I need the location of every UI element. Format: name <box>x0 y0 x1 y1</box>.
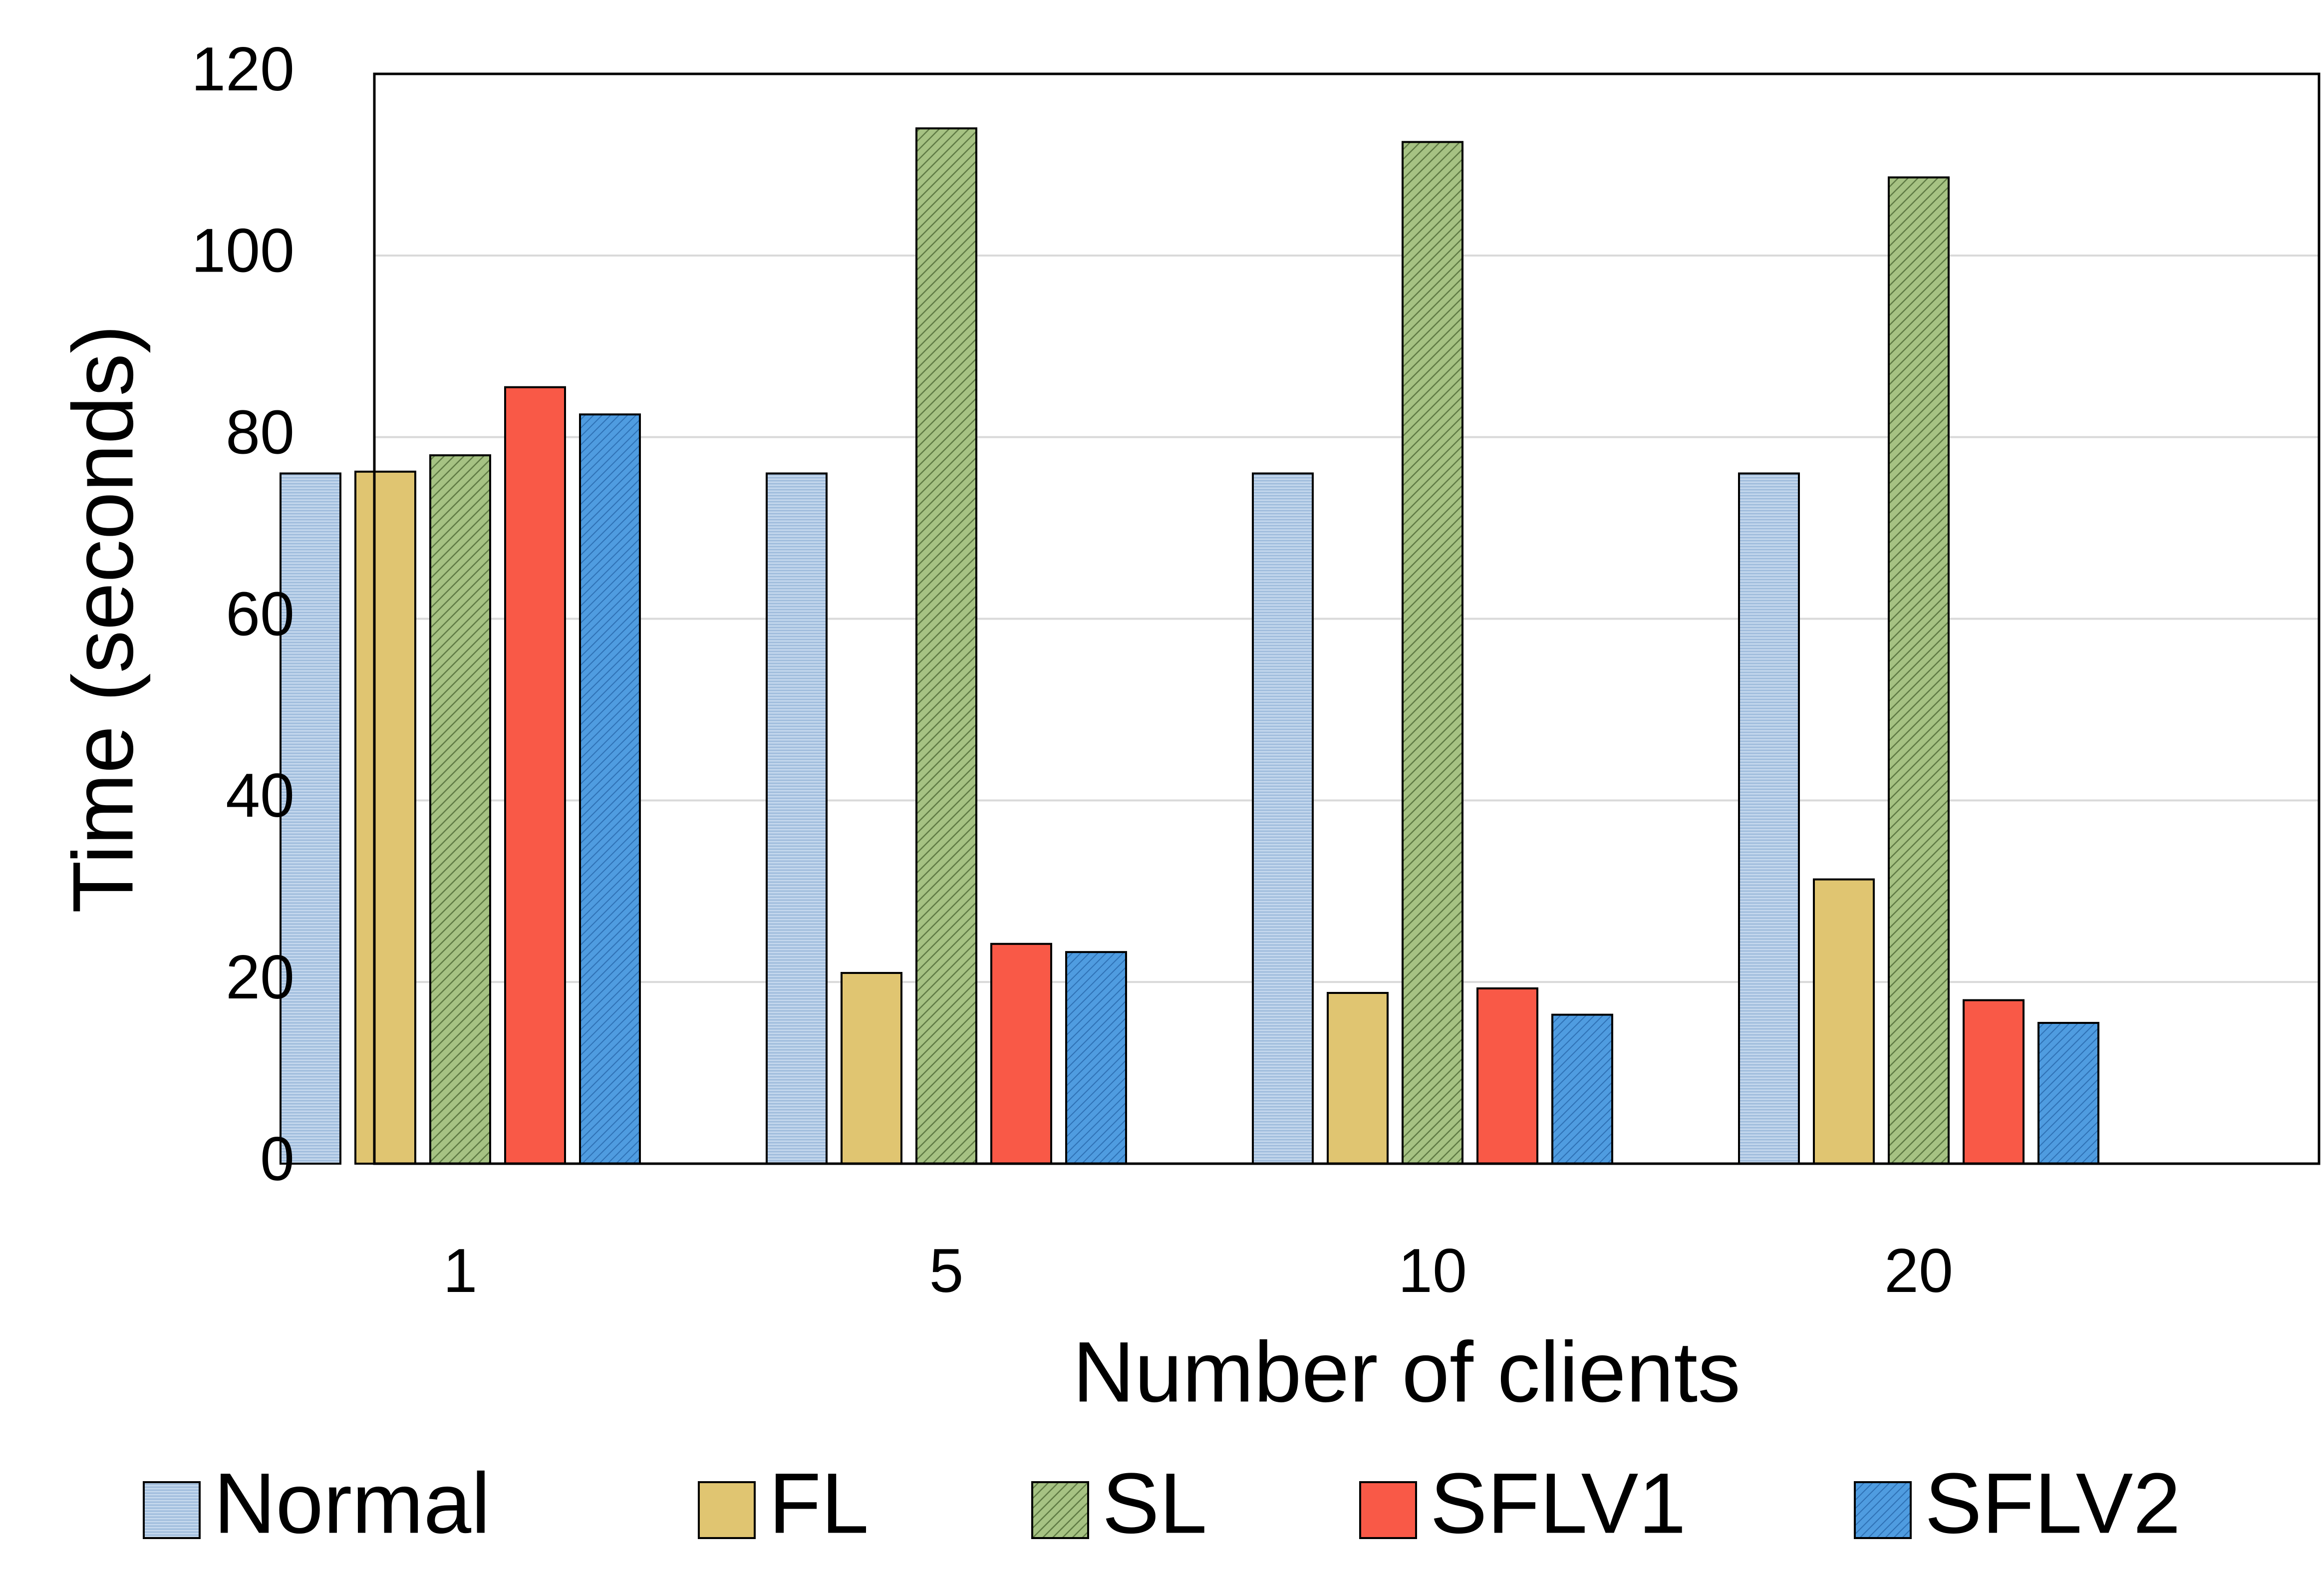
legend-swatch <box>1854 1481 1912 1539</box>
y-tick-label: 120 <box>191 35 294 104</box>
legend-swatch <box>143 1481 201 1539</box>
legend-item-normal: Normal <box>143 1455 490 1551</box>
bar-fl-1 <box>354 470 416 1165</box>
bars <box>280 127 2099 1165</box>
x-tick-label: 20 <box>1884 1237 1953 1305</box>
legend-item-sflv2: SFLV2 <box>1854 1455 2181 1551</box>
x-axis-tick-labels: 1 5 10 20 <box>443 1237 1953 1305</box>
legend: Normal FL SL SFLV1 SFLV2 <box>143 1455 2181 1551</box>
bar-sflv1-1 <box>504 386 566 1165</box>
bar-sflv2-1 <box>579 413 641 1165</box>
bar-sl-10 <box>1402 141 1463 1165</box>
legend-item-sflv1: SFLV1 <box>1359 1455 1686 1551</box>
bar-normal-20 <box>1738 472 1800 1165</box>
bar-sl-5 <box>915 127 977 1165</box>
x-axis-title: Number of clients <box>1073 1324 1741 1420</box>
bar-normal-1 <box>280 472 341 1165</box>
y-tick-label: 100 <box>191 217 294 286</box>
legend-label: SFLV2 <box>1925 1455 2181 1551</box>
bar-sl-1 <box>429 454 491 1165</box>
bar-sflv1-5 <box>990 943 1052 1165</box>
legend-swatch <box>1031 1481 1089 1539</box>
legend-label: SL <box>1102 1455 1207 1551</box>
bar-sflv2-10 <box>1551 1013 1613 1165</box>
y-axis-tick-labels: 0 20 40 60 80 100 120 <box>191 35 294 1194</box>
y-tick-label: 60 <box>226 580 294 648</box>
bar-fl-5 <box>841 971 902 1165</box>
legend-label: FL <box>769 1455 869 1551</box>
legend-swatch <box>698 1481 756 1539</box>
y-tick-label: 20 <box>226 943 294 1012</box>
bar-sflv1-20 <box>1963 999 2025 1165</box>
y-tick-label: 0 <box>260 1125 294 1194</box>
bar-normal-5 <box>766 472 828 1165</box>
legend-item-sl: SL <box>1031 1455 1207 1551</box>
bar-fl-20 <box>1813 878 1875 1165</box>
x-tick-label: 5 <box>929 1237 964 1305</box>
gridlines <box>374 254 2319 983</box>
y-axis-title: Time (seconds) <box>55 325 151 914</box>
legend-label: Normal <box>214 1455 490 1551</box>
bar-normal-10 <box>1252 472 1314 1165</box>
bar-sflv1-10 <box>1476 987 1538 1165</box>
legend-item-fl: FL <box>698 1455 869 1551</box>
legend-label: SFLV1 <box>1430 1455 1686 1551</box>
bar-fl-10 <box>1327 991 1389 1165</box>
bar-sflv2-20 <box>2037 1022 2099 1165</box>
bar-sflv2-5 <box>1065 951 1127 1165</box>
legend-swatch <box>1359 1481 1417 1539</box>
y-tick-label: 40 <box>226 761 294 830</box>
x-tick-label: 1 <box>443 1237 478 1305</box>
bar-sl-20 <box>1888 176 1950 1165</box>
x-tick-label: 10 <box>1398 1237 1467 1305</box>
y-tick-label: 80 <box>226 398 294 467</box>
plot-area-frame <box>373 72 2321 1165</box>
